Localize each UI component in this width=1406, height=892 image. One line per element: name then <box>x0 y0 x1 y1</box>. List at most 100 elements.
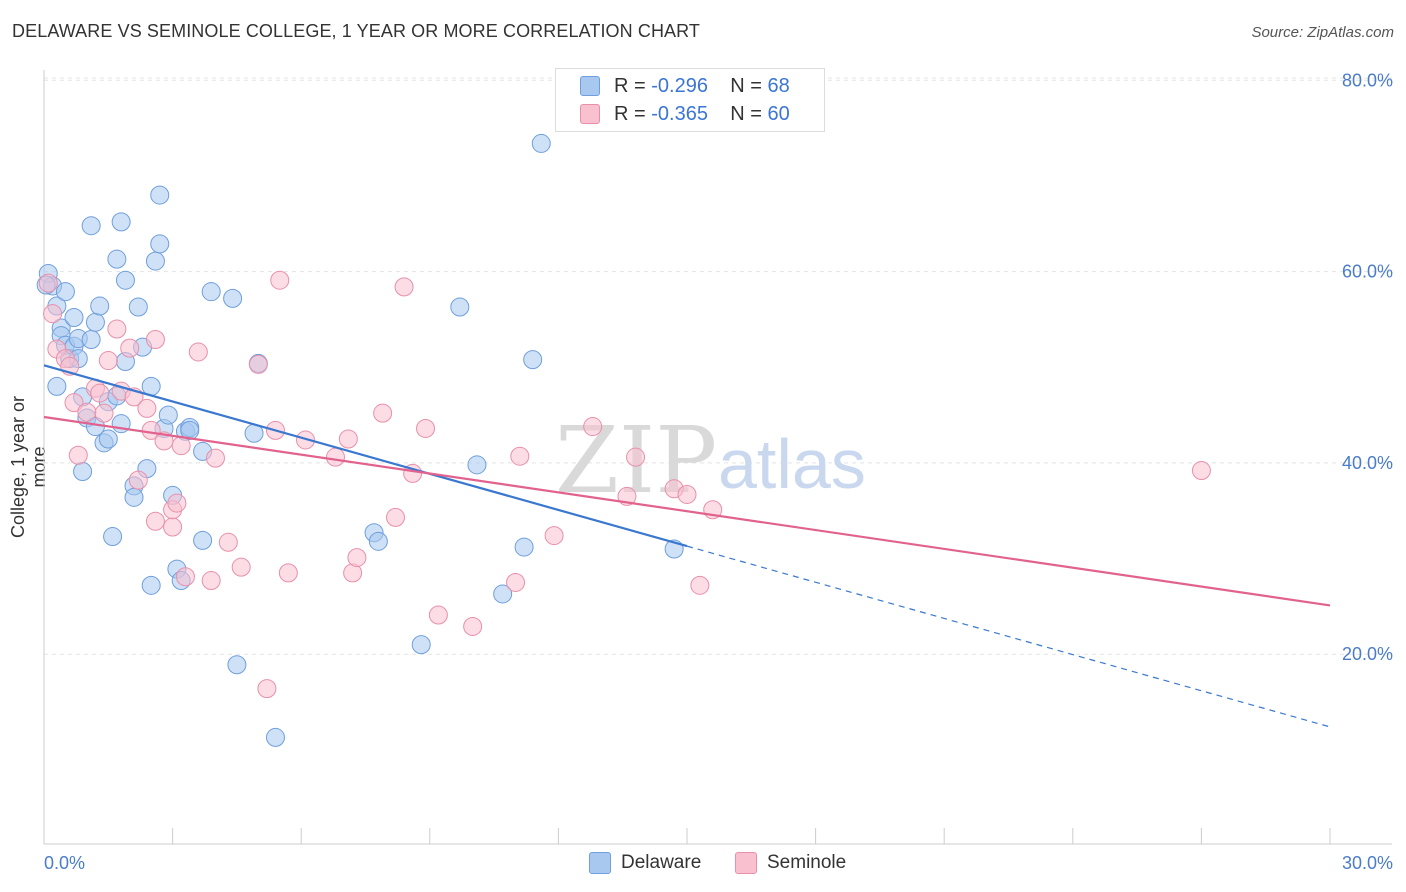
seminole-point <box>137 398 157 418</box>
x-tick-label: 0.0% <box>44 853 85 873</box>
delaware-point <box>493 584 513 604</box>
seminole-point <box>463 616 483 636</box>
seminole-point <box>544 526 564 546</box>
seminole-point <box>510 446 530 466</box>
seminole-point <box>373 403 393 423</box>
delaware-point <box>115 270 135 290</box>
tick-labels: 20.0% 40.0% 60.0% 80.0% 0.0% 30.0% <box>44 70 1393 873</box>
legend-swatch-seminole <box>580 104 600 124</box>
delaware-trend-line <box>43 364 688 548</box>
seminole-point <box>38 273 58 293</box>
axes <box>43 70 1392 845</box>
delaware-point <box>523 350 543 370</box>
y-tick-label: 60.0% <box>1342 262 1393 282</box>
chart-title: DELAWARE VS SEMINOLE COLLEGE, 1 YEAR OR … <box>12 21 701 41</box>
seminole-point <box>98 351 118 371</box>
delaware-point <box>81 216 101 236</box>
seminole-point <box>270 270 290 290</box>
seminole-point <box>325 447 345 467</box>
seminole-point <box>167 493 187 513</box>
delaware-point <box>55 282 75 302</box>
legend-n-value: 68 <box>767 74 790 97</box>
delaware-point <box>201 282 221 302</box>
seminole-point <box>171 436 191 456</box>
legend-row-delaware: R = -0.296 N = 68 <box>580 74 790 98</box>
seminole-point <box>386 507 406 527</box>
correlation-legend: R = -0.296 N = 68 R = -0.365 N = 60 <box>555 68 825 132</box>
seminole-point <box>94 403 114 423</box>
delaware-point <box>150 234 170 254</box>
bottom-legend-swatch-seminole <box>735 852 757 874</box>
trend-lines <box>43 364 1331 728</box>
legend-r-value: -0.296 <box>651 74 708 97</box>
legend-swatch-delaware <box>580 76 600 96</box>
seminole-trend-line <box>43 415 1331 607</box>
seminole-point <box>145 511 165 531</box>
delaware-point <box>514 537 534 557</box>
seminole-point <box>188 342 208 362</box>
seminole-point <box>506 572 526 592</box>
source-label: Source: ZipAtlas.com <box>1251 24 1394 41</box>
seminole-point <box>175 567 195 587</box>
delaware-point <box>227 655 247 675</box>
delaware-point <box>111 212 131 232</box>
seminole-point <box>347 548 367 568</box>
seminole-point <box>231 557 251 577</box>
bottom-legend-swatch-delaware <box>589 852 611 874</box>
seminole-point <box>257 679 277 699</box>
seminole-point <box>163 517 183 537</box>
delaware-point <box>98 429 118 449</box>
seminole-point <box>690 575 710 595</box>
data-points <box>36 133 1211 747</box>
delaware-point <box>90 296 110 316</box>
legend-n-label: N = <box>730 74 762 97</box>
delaware-point <box>128 297 148 317</box>
seminole-point <box>68 445 88 465</box>
seminole-point <box>77 402 97 422</box>
delaware-point <box>158 405 178 425</box>
bottom-legend-seminole: Seminole <box>735 852 846 874</box>
delaware-point <box>450 297 470 317</box>
seminole-point <box>394 277 414 297</box>
seminole-point <box>278 563 298 583</box>
delaware-point <box>107 249 127 269</box>
seminole-point <box>120 338 140 358</box>
delaware-point <box>124 487 144 507</box>
seminole-point <box>218 532 238 552</box>
seminole-point <box>428 605 448 625</box>
delaware-point <box>141 575 161 595</box>
delaware-point <box>73 462 93 482</box>
seminole-point <box>677 484 697 504</box>
y-tick-label: 80.0% <box>1342 70 1393 90</box>
legend-r-label: R = <box>614 102 646 125</box>
seminole-point <box>64 393 84 413</box>
x-tick-label: 30.0% <box>1342 853 1393 873</box>
delaware-point <box>265 727 285 747</box>
delaware-point <box>368 531 388 551</box>
legend-n-value: 60 <box>767 102 790 125</box>
delaware-trend-extension <box>686 545 1331 728</box>
seminole-point <box>201 571 221 591</box>
y-tick-label: 20.0% <box>1342 644 1393 664</box>
seminole-point <box>248 354 268 374</box>
delaware-point <box>145 251 165 271</box>
delaware-point <box>47 376 67 396</box>
seminole-point <box>1191 461 1211 481</box>
delaware-point <box>411 635 431 655</box>
seminole-point <box>338 429 358 449</box>
seminole-point <box>43 304 63 324</box>
delaware-point <box>193 530 213 550</box>
seminole-point <box>90 383 110 403</box>
delaware-point <box>223 288 243 308</box>
bottom-legend-label-seminole: Seminole <box>767 852 847 873</box>
bottom-legend-label-delaware: Delaware <box>621 852 702 873</box>
bottom-legend-delaware: Delaware <box>589 852 701 874</box>
seminole-point <box>107 319 127 339</box>
seminole-point <box>128 470 148 490</box>
legend-r-label: R = <box>614 74 646 97</box>
delaware-point <box>81 330 101 350</box>
y-tick-label: 40.0% <box>1342 453 1393 473</box>
legend-n-label: N = <box>730 102 762 125</box>
delaware-point <box>85 312 105 332</box>
